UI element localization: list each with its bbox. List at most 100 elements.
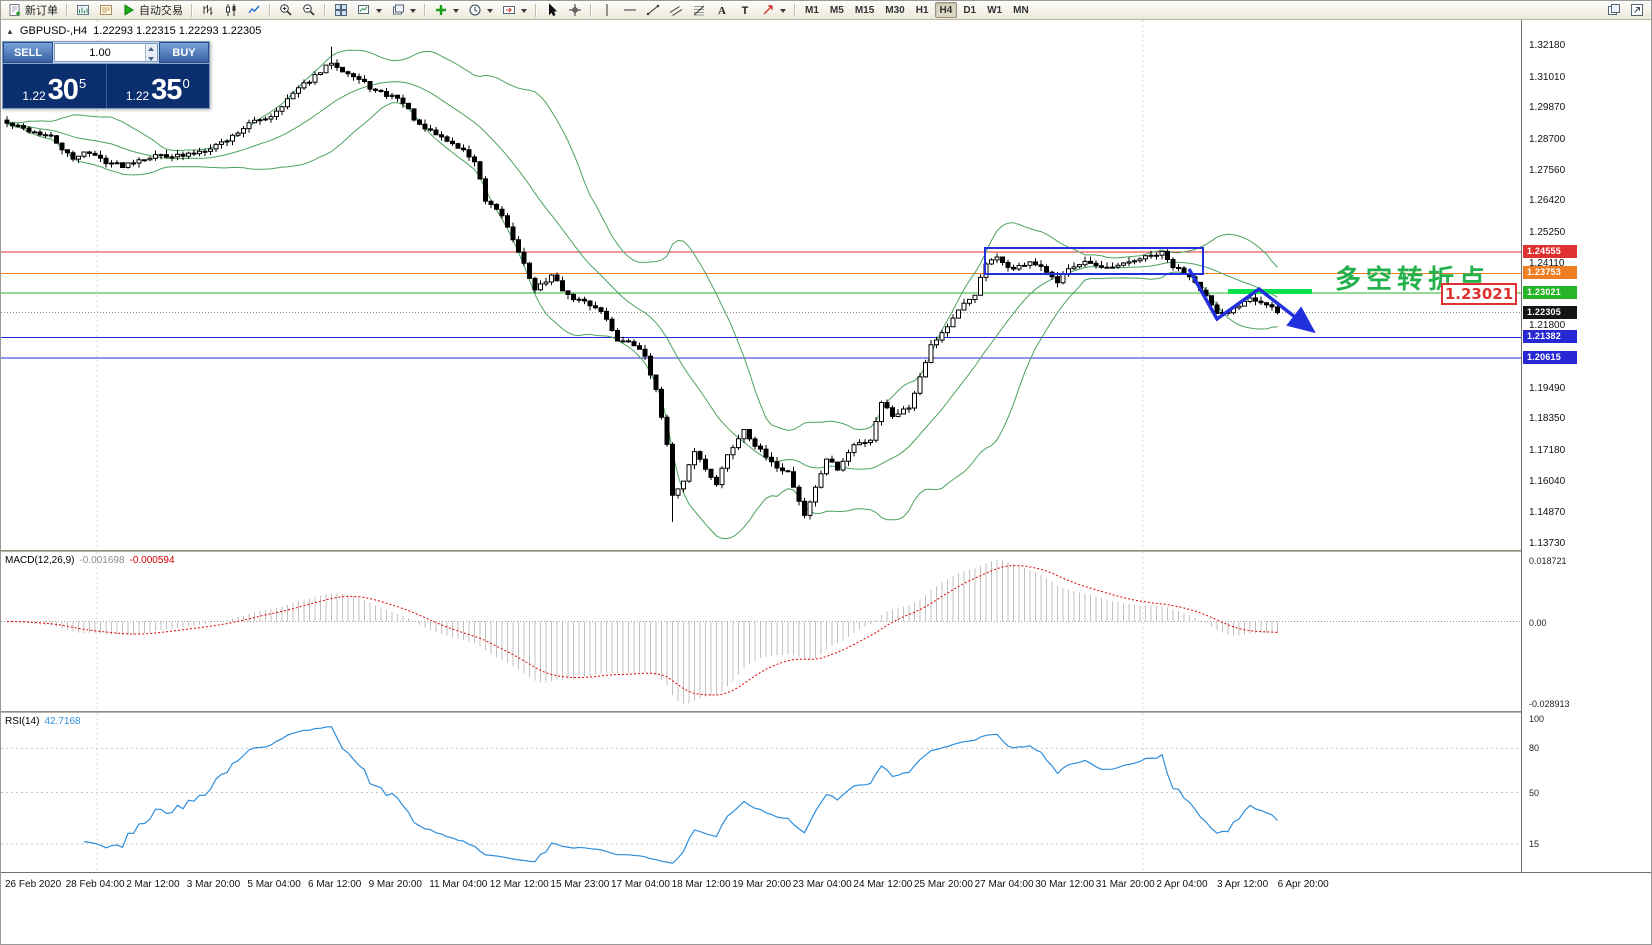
toolbar-separator [535, 3, 537, 17]
cursor-button[interactable] [541, 2, 563, 18]
macd-panel[interactable]: MACD(12,26,9) -0.001698 -0.000594 [1, 552, 1521, 711]
label-icon: T [742, 5, 749, 17]
text-icon: A [718, 5, 726, 17]
time-label: 31 Mar 20:00 [1095, 879, 1155, 890]
expand-icon [1631, 4, 1643, 16]
time-label: 18 Mar 12:00 [671, 879, 731, 890]
chart-shift-button[interactable] [498, 2, 531, 18]
bar-chart-button[interactable] [197, 2, 219, 18]
volume-down-button[interactable] [146, 52, 157, 61]
periods-button[interactable] [464, 2, 497, 18]
scale-label: 0.00 [1529, 617, 1547, 628]
navigator-icon [100, 5, 112, 15]
line-chart-button[interactable] [243, 2, 265, 18]
volume-up-button[interactable] [146, 44, 157, 53]
projection-arrow[interactable] [1187, 268, 1316, 334]
buy-button[interactable]: BUY [159, 42, 209, 63]
expand-chart-button[interactable] [1626, 2, 1648, 18]
fibonacci-button[interactable] [688, 2, 710, 18]
sell-button[interactable]: SELL [3, 42, 53, 63]
panel-separator[interactable] [1, 550, 1651, 552]
scale-label: 1.25250 [1529, 227, 1566, 239]
rsi-chart-svg [1, 713, 1521, 872]
scale-label: 0.018721 [1529, 556, 1567, 566]
macd-label: MACD(12,26,9) [5, 555, 75, 566]
price-scale[interactable]: 1.32180 1.31010 1.29870 1.28700 1.27560 1.264… [1521, 20, 1651, 872]
shift-icon [503, 6, 515, 14]
sell-price-prefix: 1.22 [22, 89, 46, 103]
caret-down-icon [376, 8, 382, 16]
tf-d1-button[interactable]: D1 [958, 2, 981, 18]
bollinger-band-lower[interactable] [6, 102, 1278, 540]
autotrading-button-label: 自动交易 [139, 5, 183, 17]
time-axis[interactable]: 26 Feb 2020 28 Feb 04:00 2 Mar 12:00 3 Mar … [1, 872, 1651, 896]
pivot-highlight-segment[interactable] [1228, 289, 1312, 294]
bar-chart-icon [203, 5, 213, 15]
tf-mn-button[interactable]: MN [1008, 2, 1034, 18]
collapse-chart-icon[interactable]: ▲ [6, 26, 14, 36]
volume-field[interactable]: 1.00 [54, 43, 158, 62]
svg-text:A: A [718, 5, 726, 17]
consolidation-box[interactable] [984, 247, 1204, 275]
tf-m1-button[interactable]: M1 [800, 2, 824, 18]
tf-m15-button[interactable]: M15 [850, 2, 879, 18]
time-label: 24 Mar 12:00 [853, 879, 913, 890]
tf-m5-button[interactable]: M5 [825, 2, 849, 18]
tf-m1-button-label: M1 [805, 4, 819, 16]
chart-ohlc-values: 1.22293 1.22315 1.22293 1.22305 [93, 25, 262, 37]
profiles-button[interactable] [387, 2, 420, 18]
market-watch-button[interactable] [72, 2, 94, 18]
tf-w1-button[interactable]: W1 [982, 2, 1007, 18]
tf-h4-button-label: H4 [939, 4, 953, 16]
zoom-in-button[interactable] [275, 2, 297, 18]
rsi-panel[interactable]: RSI(14) 42.7168 [1, 713, 1521, 872]
bollinger-band-middle[interactable] [6, 81, 1278, 470]
horizontal-line-button[interactable] [619, 2, 641, 18]
scale-label: 1.29870 [1529, 102, 1566, 114]
candlestick-series [4, 46, 1280, 522]
macd-label-row: MACD(12,26,9) -0.001698 -0.000594 [5, 555, 175, 566]
rsi-label-row: RSI(14) 42.7168 [5, 716, 81, 727]
time-label: 2 Mar 12:00 [126, 879, 180, 890]
time-label: 28 Feb 04:00 [65, 879, 125, 890]
arrows-button[interactable] [757, 2, 790, 18]
clock-icon [469, 4, 481, 16]
current-price-tag: 1.22305 [1523, 305, 1577, 319]
scale-label: 1.24110 [1529, 257, 1565, 269]
trendline-button[interactable] [642, 2, 664, 18]
time-label: 25 Mar 20:00 [914, 879, 973, 890]
channel-button[interactable] [665, 2, 687, 18]
toolbar-separator [794, 3, 796, 17]
candlestick-chart-button[interactable] [220, 2, 242, 18]
time-label: 26 Feb 2020 [5, 879, 62, 890]
navigator-button[interactable] [95, 2, 117, 18]
indicators-button[interactable] [430, 2, 463, 18]
one-click-trading-panel: SELL 1.00 BUY 1.22 30 5 [2, 41, 210, 109]
tf-h4-button[interactable]: H4 [934, 2, 958, 18]
main-chart-panel[interactable]: 多空转折点 1.23021 ▲ GBPUSD-,H4 1.22293 1.2231… [1, 20, 1521, 550]
price-callout-box[interactable] [1441, 283, 1517, 305]
panel-separator[interactable] [1, 711, 1651, 713]
scale-label: 1.14870 [1529, 507, 1566, 519]
buy-price[interactable]: 1.22 35 0 [107, 64, 210, 108]
tf-h1-button[interactable]: H1 [911, 2, 934, 18]
bollinger-band-upper[interactable] [6, 49, 1278, 431]
tile-windows-button[interactable] [330, 2, 352, 18]
volume-spinner [145, 44, 157, 61]
time-label: 3 Apr 12:00 [1217, 879, 1269, 890]
zoom-out-button[interactable] [298, 2, 320, 18]
autotrading-button[interactable]: 自动交易 [118, 2, 187, 18]
tf-m30-button[interactable]: M30 [880, 2, 909, 18]
label-button[interactable]: T [734, 2, 756, 18]
new-order-button[interactable]: 新订单 [4, 2, 62, 18]
text-button[interactable]: A [711, 2, 733, 18]
caret-down-icon [780, 8, 786, 16]
sell-price-big: 30 [47, 74, 79, 106]
scale-label: 1.28700 [1529, 133, 1566, 145]
sell-price[interactable]: 1.22 30 5 [3, 64, 106, 108]
crosshair-button[interactable] [564, 2, 586, 18]
vertical-line-button[interactable] [596, 2, 618, 18]
new-chart-button[interactable] [353, 2, 386, 18]
popup-prices-button[interactable] [1603, 2, 1625, 18]
